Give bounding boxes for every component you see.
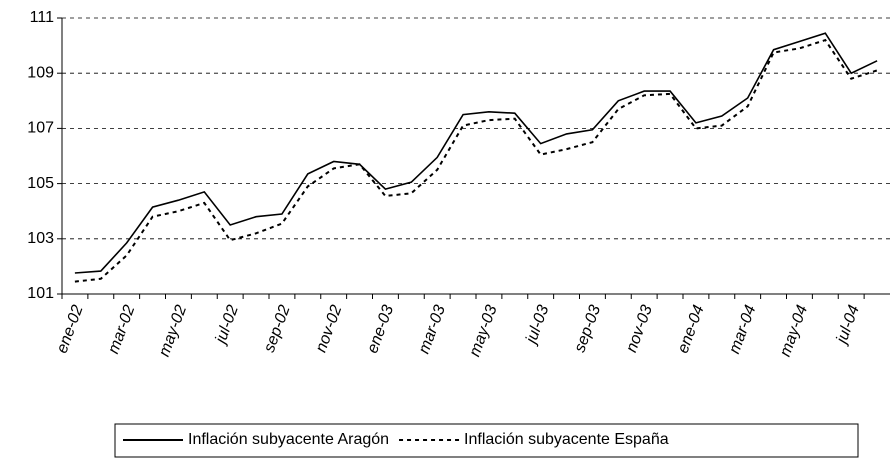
x-tick-label: may-04	[777, 303, 811, 359]
x-tick-label: may-03	[466, 303, 500, 359]
legend-label: Inflación subyacente España	[464, 431, 669, 448]
x-tick-label: mar-02	[105, 303, 138, 356]
y-tick-label: 111	[30, 9, 54, 26]
y-tick-label: 107	[27, 120, 54, 137]
x-tick-label: ene-02	[54, 303, 87, 356]
series-line	[74, 32, 878, 274]
x-tick-label: sep-03	[571, 303, 604, 355]
x-tick-label: mar-03	[416, 303, 449, 356]
y-tick-label: 101	[27, 285, 54, 302]
legend-box	[114, 423, 859, 458]
x-tick-label: nov-02	[313, 303, 346, 355]
y-tick-label: 109	[27, 64, 54, 81]
x-tick-label: may-02	[156, 303, 190, 359]
y-tick-label: 105	[27, 175, 54, 192]
x-tick-label: sep-02	[261, 303, 294, 355]
x-tick-label: jul-03	[522, 303, 552, 348]
y-tick-label: 103	[27, 230, 54, 247]
x-tick-label: ene-03	[364, 303, 397, 356]
x-tick-label: mar-04	[726, 303, 759, 356]
legend: Inflación subyacente Aragón Inflación sub…	[114, 423, 859, 458]
series-line	[74, 38, 878, 283]
x-tick-label: jul-02	[212, 303, 242, 348]
x-tick-label: nov-03	[623, 303, 656, 355]
x-tick-label: jul-04	[833, 303, 863, 348]
legend-label: Inflación subyacente Aragón	[188, 431, 389, 448]
x-tick-label: ene-04	[675, 303, 708, 356]
